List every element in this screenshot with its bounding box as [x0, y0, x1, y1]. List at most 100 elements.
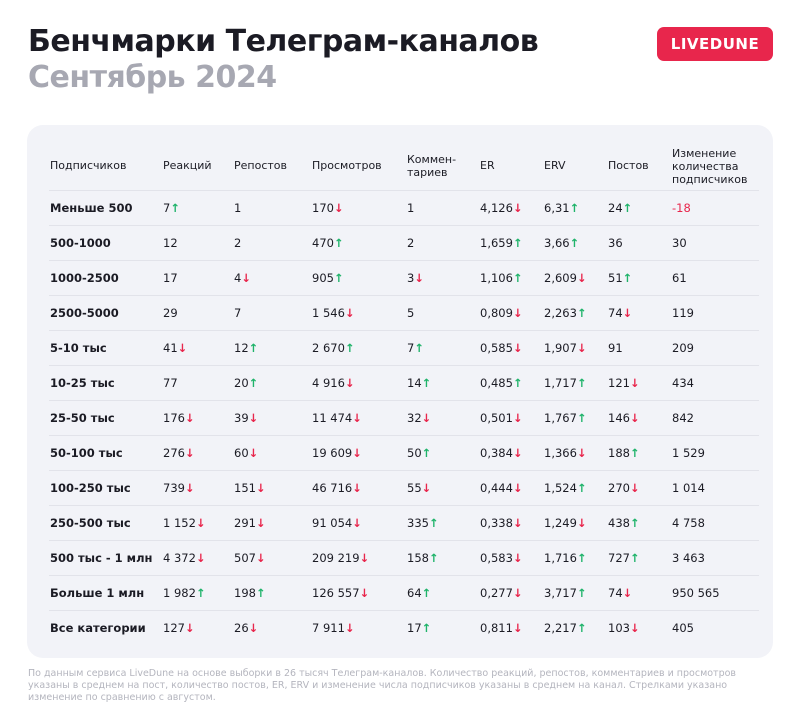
row-label: Меньше 500	[50, 201, 133, 215]
table-cell: 905↑	[312, 271, 344, 285]
row-separator	[49, 470, 759, 471]
row-label: 500-1000	[50, 236, 111, 250]
trend-arrow: ↑	[576, 306, 587, 320]
table-cell: 0,384↓	[480, 446, 523, 460]
table-cell: 7↑	[163, 201, 180, 215]
trend-arrow: ↑	[421, 376, 432, 390]
table-cell: 91	[608, 341, 623, 355]
table-cell: 3↓	[407, 271, 424, 285]
table-cell: 4 916↓	[312, 376, 355, 390]
trend-arrow: ↓	[629, 621, 640, 635]
table-cell: 127↓	[163, 621, 195, 635]
trend-arrow: ↑	[248, 341, 259, 355]
row-label: 25-50 тыс	[50, 411, 115, 425]
table-cell: 158↑	[407, 551, 439, 565]
table-cell: 151↓	[234, 481, 266, 495]
table-cell: 3,717↑	[544, 586, 587, 600]
table-cell: 0,338↓	[480, 516, 523, 530]
column-header: Изменение количества подписчиков	[672, 147, 748, 186]
column-header: Подписчиков	[50, 159, 127, 172]
table-cell: 1,524↑	[544, 481, 587, 495]
trend-arrow: ↓	[359, 586, 370, 600]
trend-arrow: ↑	[576, 481, 587, 495]
table-cell: 19 609↓	[312, 446, 362, 460]
table-cell: 4,126↓	[480, 201, 523, 215]
row-label: 500 тыс - 1 млн	[50, 551, 153, 565]
table-cell: 6,31↑	[544, 201, 580, 215]
trend-arrow: ↓	[421, 411, 432, 425]
table-cell: 188↑	[608, 446, 640, 460]
column-header: Коммен- тариев	[407, 153, 457, 179]
table-cell: 74↓	[608, 586, 633, 600]
table-cell: 2	[234, 236, 242, 250]
trend-arrow: ↓	[241, 271, 251, 285]
trend-arrow: ↑	[576, 586, 587, 600]
table-cell: 77	[163, 376, 178, 390]
row-label: 10-25 тыс	[50, 376, 115, 390]
trend-arrow: ↑	[622, 271, 633, 285]
table-cell: 2 670↑	[312, 341, 355, 355]
table-cell: 0,583↓	[480, 551, 523, 565]
table-cell: 1,249↓	[544, 516, 587, 530]
table-cell: 61	[672, 271, 687, 285]
table-cell: 1,366↓	[544, 446, 587, 460]
row-separator	[49, 295, 759, 296]
table-cell: 1,907↓	[544, 341, 587, 355]
footer-note: По данным сервиса LiveDune на основе выб…	[28, 668, 737, 703]
table-cell: 2,217↑	[544, 621, 587, 635]
table-cell: 507↓	[234, 551, 266, 565]
table-cell: 1	[234, 201, 242, 215]
table-cell: 4 372↓	[163, 551, 206, 565]
trend-arrow: ↓	[352, 446, 362, 460]
row-separator	[49, 260, 759, 261]
trend-arrow: ↓	[344, 306, 355, 320]
trend-arrow: ↑	[421, 446, 432, 460]
table-cell: 24↑	[608, 201, 633, 215]
row-separator	[49, 400, 759, 401]
table-cell: 39↓	[234, 411, 259, 425]
row-separator	[49, 190, 759, 191]
trend-arrow: ↓	[184, 621, 195, 635]
table-cell: 1 529	[672, 446, 705, 460]
trend-arrow: ↓	[629, 481, 640, 495]
trend-arrow: ↓	[195, 516, 206, 530]
trend-arrow: ↓	[512, 621, 523, 635]
subtitle: Сентябрь 2024	[28, 60, 277, 95]
trend-arrow: ↓	[352, 411, 362, 425]
trend-arrow: ↑	[576, 411, 587, 425]
trend-arrow: ↓	[629, 376, 640, 390]
trend-arrow: ↑	[512, 236, 523, 250]
trend-arrow: ↑	[629, 551, 640, 565]
trend-arrow: ↓	[512, 516, 523, 530]
table-cell: 176↓	[163, 411, 195, 425]
table-cell: 198↑	[234, 586, 266, 600]
table-cell: 12	[163, 236, 178, 250]
table-cell: 2,609↓	[544, 271, 587, 285]
trend-arrow: ↓	[248, 411, 259, 425]
column-header: ERV	[544, 159, 566, 172]
table-cell: 7	[234, 306, 242, 320]
column-header: Репостов	[234, 159, 287, 172]
logo: LIVEDUNE	[657, 27, 773, 61]
row-separator	[49, 365, 759, 366]
table-cell: 4 758	[672, 516, 705, 530]
table-cell: 12↑	[234, 341, 259, 355]
table-cell: 1,659↑	[480, 236, 523, 250]
table-cell: 4↓	[234, 271, 251, 285]
trend-arrow: ↑	[576, 621, 587, 635]
table-cell: 1	[407, 201, 415, 215]
trend-arrow: ↓	[333, 201, 344, 215]
row-label: 250-500 тыс	[50, 516, 131, 530]
table-cell: 0,485↑	[480, 376, 523, 390]
table-cell: 26↓	[234, 621, 259, 635]
trend-arrow: ↓	[512, 201, 523, 215]
title: Бенчмарки Телеграм-каналов	[28, 24, 539, 59]
table-cell: 335↑	[407, 516, 439, 530]
trend-arrow: ↓	[512, 341, 523, 355]
trend-arrow: ↓	[622, 586, 633, 600]
trend-arrow: ↑	[576, 551, 587, 565]
table-cell: 170↓	[312, 201, 344, 215]
trend-arrow: ↑	[421, 586, 432, 600]
table-cell: 7 911↓	[312, 621, 355, 635]
trend-arrow: ↓	[414, 271, 424, 285]
